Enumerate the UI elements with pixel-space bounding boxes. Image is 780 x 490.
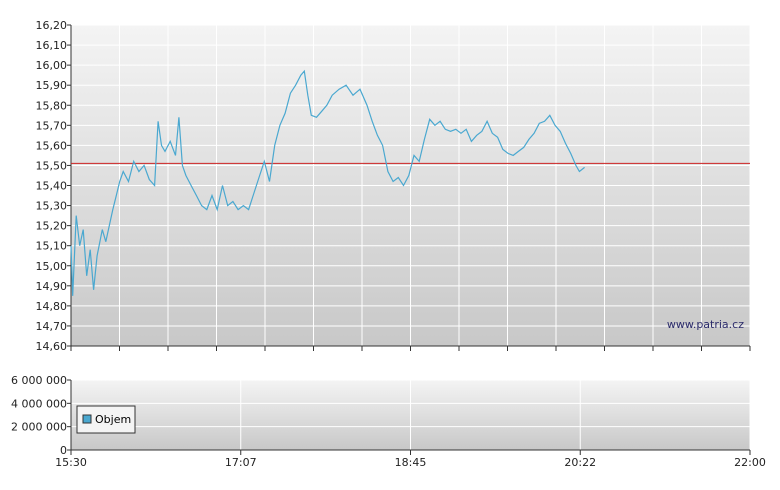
price-series-line [70, 69, 585, 296]
price-y-tick-label: 15,60 [36, 139, 68, 152]
price-y-tick-label: 15,00 [36, 260, 68, 273]
price-y-tick-label: 14,60 [36, 340, 68, 353]
legend-swatch [82, 414, 92, 424]
price-y-tick-label: 14,90 [36, 280, 68, 293]
legend-label-objem: Objem [95, 413, 131, 426]
price-y-tick-label: 15,90 [36, 79, 68, 92]
price-y-tick-label: 16,20 [36, 19, 68, 32]
price-x-axis-ticks [70, 346, 751, 351]
time-x-axis: 15:30 17:07 18:45 20:22 22:00 [55, 450, 766, 469]
price-y-tick-label: 15,70 [36, 119, 68, 132]
volume-y-axis: 6 000 000 4 000 000 2 000 000 0 [11, 374, 71, 457]
price-y-tick-label: 15,80 [36, 99, 68, 112]
price-y-tick-label: 15,40 [36, 180, 68, 193]
price-y-tick-label: 14,70 [36, 320, 68, 333]
legend: Objem [76, 405, 136, 434]
time-x-tick-label: 18:45 [395, 456, 427, 469]
price-y-axis: 16,20 16,10 16,00 15,90 15,80 15,70 15,60 15,50… [36, 19, 71, 353]
volume-grid [70, 379, 751, 451]
price-panel: 16,20 16,10 16,00 15,90 15,80 15,70 15,60 15,50… [36, 19, 751, 353]
watermark: www.patria.cz [667, 318, 744, 331]
price-y-tick-label: 15,20 [36, 220, 68, 233]
price-y-tick-label: 15,10 [36, 240, 68, 253]
price-y-tick-label: 16,00 [36, 59, 68, 72]
volume-y-tick-label: 0 [60, 444, 67, 457]
time-x-tick-label: 20:22 [564, 456, 596, 469]
time-x-tick-label: 17:07 [225, 456, 257, 469]
price-grid [70, 24, 751, 347]
price-y-tick-label: 16,10 [36, 39, 68, 52]
time-x-tick-label: 22:00 [734, 456, 766, 469]
volume-y-tick-label: 6 000 000 [11, 374, 67, 387]
price-y-tick-label: 15,50 [36, 159, 68, 172]
price-y-tick-label: 14,80 [36, 300, 68, 313]
volume-y-tick-label: 4 000 000 [11, 397, 67, 410]
volume-y-tick-label: 2 000 000 [11, 421, 67, 434]
time-x-tick-label: 15:30 [55, 456, 87, 469]
price-y-tick-label: 15,30 [36, 200, 68, 213]
